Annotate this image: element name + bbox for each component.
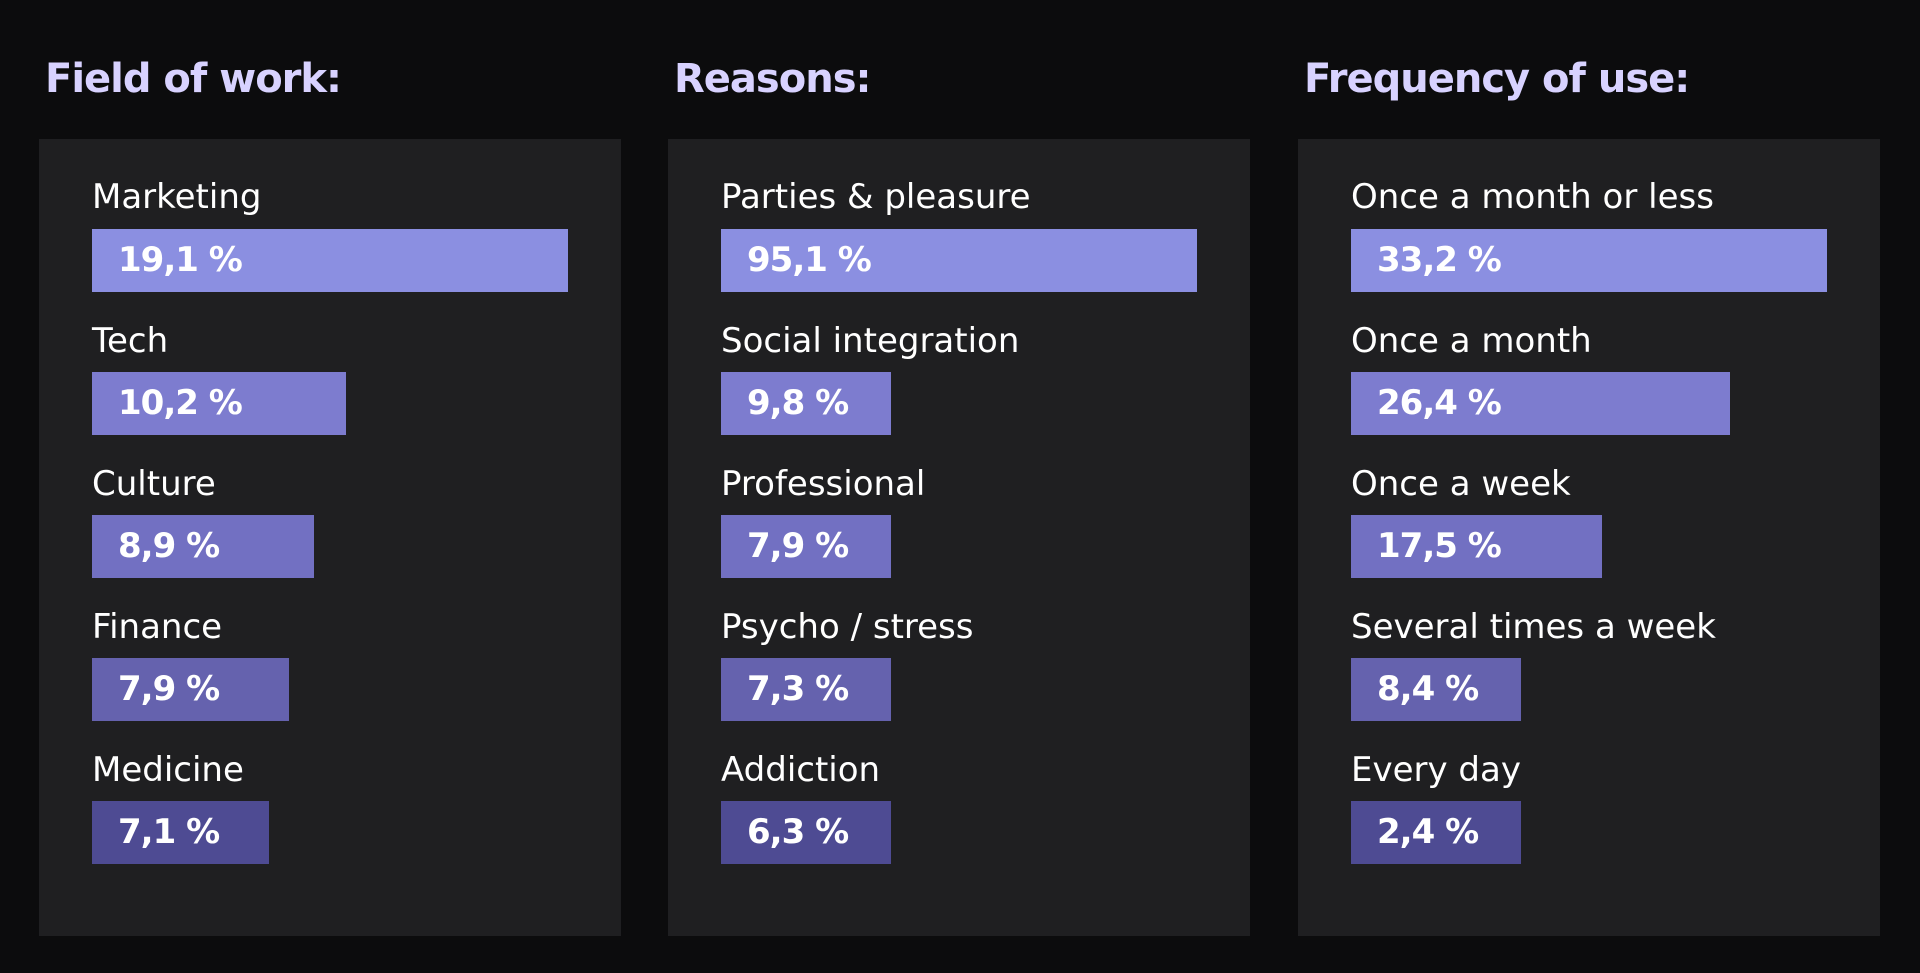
category-label: Once a month [1351, 321, 1592, 361]
category-label: Once a week [1351, 464, 1571, 504]
data-label: 6,3 % [747, 812, 849, 852]
category-label: Medicine [92, 750, 244, 790]
data-label: 8,4 % [1377, 669, 1479, 709]
bar: 17,5 % [1351, 515, 1602, 578]
chart-panel: Parties & pleasure 95,1 % Social integrati… [668, 139, 1250, 936]
chart-title: Field of work: [45, 56, 342, 102]
data-label: 10,2 % [118, 383, 243, 423]
category-label: Finance [92, 607, 223, 647]
data-label: 8,9 % [118, 526, 220, 566]
bar: 6,3 % [721, 801, 891, 864]
bar: 7,1 % [92, 801, 269, 864]
category-label: Several times a week [1351, 607, 1716, 647]
category-label: Every day [1351, 750, 1521, 790]
data-label: 26,4 % [1377, 383, 1502, 423]
category-label: Parties & pleasure [721, 177, 1031, 217]
data-label: 95,1 % [747, 240, 872, 280]
data-label: 7,1 % [118, 812, 220, 852]
category-label: Tech [92, 321, 169, 361]
data-label: 33,2 % [1377, 240, 1502, 280]
chart-panel: Marketing 19,1 % Tech 10,2 % Culture 8,9 % Fin… [39, 139, 621, 936]
chart-title: Frequency of use: [1304, 56, 1690, 102]
data-label: 7,9 % [118, 669, 220, 709]
category-label: Culture [92, 464, 216, 504]
data-label: 9,8 % [747, 383, 849, 423]
bar: 9,8 % [721, 372, 891, 435]
category-label: Once a month or less [1351, 177, 1714, 217]
data-label: 7,9 % [747, 526, 849, 566]
category-label: Professional [721, 464, 926, 504]
chart-panel: Once a month or less 33,2 % Once a month 26… [1298, 139, 1880, 936]
bar: 7,9 % [721, 515, 891, 578]
category-label: Addiction [721, 750, 881, 790]
bar: 26,4 % [1351, 372, 1730, 435]
bar: 33,2 % [1351, 229, 1827, 292]
bar: 2,4 % [1351, 801, 1521, 864]
bar: 7,9 % [92, 658, 289, 721]
bar: 8,9 % [92, 515, 314, 578]
data-label: 2,4 % [1377, 812, 1479, 852]
category-label: Psycho / stress [721, 607, 974, 647]
data-label: 7,3 % [747, 669, 849, 709]
bar: 10,2 % [92, 372, 346, 435]
chart-title: Reasons: [674, 56, 871, 102]
bar: 7,3 % [721, 658, 891, 721]
data-label: 17,5 % [1377, 526, 1502, 566]
bar: 19,1 % [92, 229, 568, 292]
data-label: 19,1 % [118, 240, 243, 280]
bar: 8,4 % [1351, 658, 1521, 721]
category-label: Social integration [721, 321, 1020, 361]
bar: 95,1 % [721, 229, 1197, 292]
category-label: Marketing [92, 177, 262, 217]
